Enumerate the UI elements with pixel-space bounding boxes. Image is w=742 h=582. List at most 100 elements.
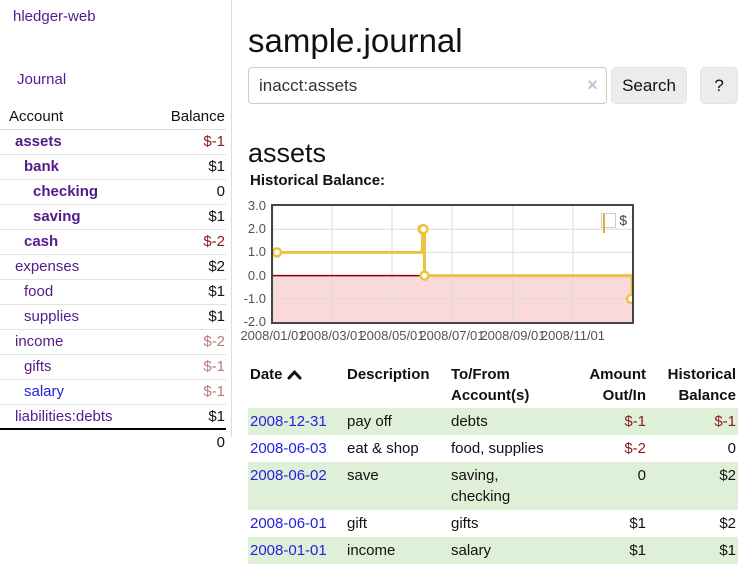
register-table-body: 2008-12-31 pay off debts $-1 $-1 2008-06-03 ea… [248, 408, 738, 564]
sidebar-item-journal[interactable]: Journal [17, 71, 67, 88]
account-balance: $-2 [143, 329, 226, 355]
clear-search-icon[interactable]: × [587, 75, 598, 95]
x-axis-tick-label: 2008/09/01 [480, 328, 546, 343]
register-header-date[interactable]: Date [248, 362, 345, 408]
sort-ascending-icon [287, 365, 302, 386]
account-balance: $-1 [143, 129, 226, 155]
transaction-date-link[interactable]: 2008-01-01 [250, 542, 327, 559]
app-title-link[interactable]: hledger-web [13, 8, 96, 25]
transaction-balance: $2 [719, 515, 736, 532]
transaction-balance: $1 [719, 542, 736, 559]
account-balance: 0 [143, 179, 226, 205]
account-balance: $1 [143, 279, 226, 305]
transaction-accounts: salary [451, 542, 492, 559]
y-axis-tick-label: -2.0 [243, 314, 266, 329]
chart-title: Historical Balance: [250, 172, 386, 189]
help-button[interactable]: ? [700, 67, 738, 104]
legend-label: $ [619, 212, 627, 228]
account-row: gifts $-1 [0, 354, 226, 380]
transaction-description: income [347, 542, 396, 559]
register-row: 2008-06-03 eat & shop food, supplies $-2 0 [248, 435, 738, 462]
transaction-date-link[interactable]: 2008-06-02 [250, 467, 327, 484]
transaction-description: pay off [347, 413, 392, 430]
account-balance: $-1 [143, 354, 226, 380]
account-link[interactable]: checking [33, 183, 99, 200]
search-input[interactable] [248, 67, 607, 104]
x-axis-tick-label: 2008/05/01 [359, 328, 425, 343]
transaction-amount: $1 [629, 542, 646, 559]
account-row: saving $1 [0, 204, 226, 230]
x-axis-tick-label: 2008/11/01 [540, 328, 606, 343]
y-axis-tick-label: 1.0 [247, 244, 266, 260]
account-link[interactable]: supplies [24, 308, 80, 325]
transaction-balance: $2 [719, 467, 736, 484]
chart-legend: $ [601, 212, 627, 233]
accounts-total-balance: 0 [143, 428, 226, 454]
register-header-row: Date Description To/From Account(s) Amou… [248, 362, 738, 408]
transaction-amount: 0 [637, 467, 646, 484]
account-balance: $1 [143, 204, 226, 230]
register-header-accounts: To/From Account(s) [451, 366, 530, 404]
register-table: Date Description To/From Account(s) Amou… [248, 362, 738, 564]
transaction-date-link[interactable]: 2008-06-03 [250, 440, 327, 457]
account-link[interactable]: saving [33, 208, 81, 225]
account-link[interactable]: salary [24, 383, 65, 400]
accounts-table-header: Account Balance [0, 104, 226, 130]
y-axis-tick-label: 2.0 [247, 221, 266, 237]
account-row: supplies $1 [0, 304, 226, 330]
register-header-balance: Historical Balance [667, 366, 736, 404]
account-row: assets $-1 [0, 129, 226, 155]
account-row: checking 0 [0, 179, 226, 205]
register-row: 2008-01-01 income salary $1 $1 [248, 537, 738, 564]
x-axis-tick-label: 2008/07/01 [419, 328, 485, 343]
account-row: food $1 [0, 279, 226, 305]
account-link[interactable]: food [24, 283, 54, 300]
account-link[interactable]: liabilities:debts [15, 407, 113, 425]
accounts-table-body: assets $-1 bank $1 checking 0 saving $1 cash $-2 e… [0, 129, 226, 430]
accounts-header-balance: Balance [143, 104, 226, 130]
account-balance: $1 [143, 154, 226, 180]
transaction-accounts: saving, checking [451, 467, 511, 505]
transaction-accounts: gifts [451, 515, 479, 532]
search-button[interactable]: Search [610, 67, 688, 104]
account-link[interactable]: expenses [15, 258, 80, 275]
account-balance: $1 [143, 404, 226, 430]
account-row: liabilities:debts $1 [0, 404, 226, 430]
account-link[interactable]: assets [15, 133, 62, 150]
account-link[interactable]: gifts [24, 358, 52, 375]
account-balance: $2 [143, 254, 226, 280]
transaction-accounts: debts [451, 413, 488, 430]
account-balance: $-1 [143, 379, 226, 405]
x-axis-tick-label: 2008/01/01 [240, 328, 306, 343]
account-link[interactable]: bank [24, 158, 60, 175]
transaction-date-link[interactable]: 2008-12-31 [250, 413, 327, 430]
register-row: 2008-06-01 gift gifts $1 $2 [248, 510, 738, 537]
y-axis-tick-label: 3.0 [247, 198, 266, 213]
transaction-balance: $-1 [714, 413, 736, 430]
transaction-date-link[interactable]: 2008-06-01 [250, 515, 327, 532]
account-row: income $-2 [0, 329, 226, 355]
register-row: 2008-12-31 pay off debts $-1 $-1 [248, 408, 738, 435]
register-header-description: Description [347, 366, 430, 383]
account-row: bank $1 [0, 154, 226, 180]
search-box: × [248, 67, 607, 104]
chart-plot-area [273, 206, 632, 322]
account-row: expenses $2 [0, 254, 226, 280]
transaction-description: gift [347, 515, 368, 532]
transaction-description: eat & shop [347, 440, 419, 457]
page-title: sample.journal [248, 22, 463, 60]
transaction-balance: 0 [727, 440, 736, 457]
y-axis-tick-label: 0.0 [247, 267, 266, 283]
account-link[interactable]: income [15, 333, 64, 350]
legend-swatch-icon [601, 212, 617, 233]
balance-chart: $ [271, 204, 634, 324]
accounts-total-spacer [0, 428, 144, 454]
sidebar: hledger-web Journal Account Balance asse… [0, 0, 232, 454]
account-row: cash $-2 [0, 229, 226, 255]
account-link[interactable]: cash [24, 233, 59, 250]
y-axis-tick-label: -1.0 [243, 290, 266, 306]
register-header-amount: Amount Out/In [589, 366, 646, 404]
accounts-total-row: 0 [0, 428, 226, 454]
account-balance: $-2 [143, 229, 226, 255]
